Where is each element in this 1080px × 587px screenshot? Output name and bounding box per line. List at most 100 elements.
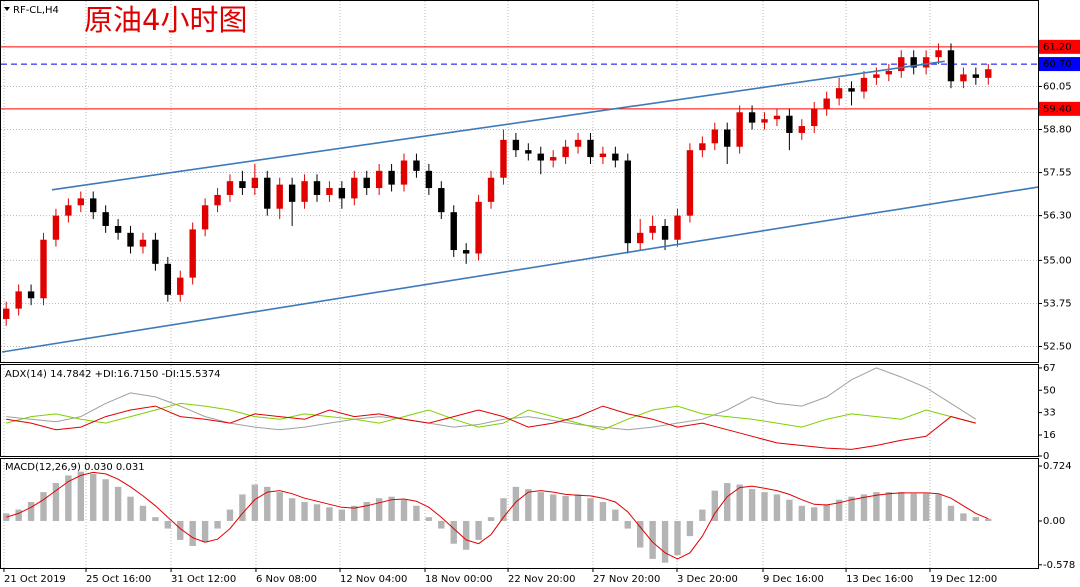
panel-frame <box>0 364 1039 457</box>
candle-body <box>375 170 383 189</box>
macd-bar <box>239 494 246 521</box>
candle-body <box>52 215 60 240</box>
macd-bar <box>313 504 321 521</box>
candle-body <box>860 77 868 92</box>
macd-bar <box>251 484 259 521</box>
candle-body <box>77 198 85 206</box>
candle-body <box>562 146 569 158</box>
y-tick-label: -0.578 <box>1043 560 1075 571</box>
candle-body <box>649 225 656 233</box>
macd-bar <box>27 502 35 521</box>
macd-bar <box>972 517 980 521</box>
macd-bar <box>177 520 184 540</box>
candle-body <box>699 143 706 151</box>
macd-bar <box>947 505 955 521</box>
macd-bar <box>425 517 433 521</box>
macd-bar <box>699 509 706 521</box>
macd-bar <box>127 496 134 521</box>
indicator-line <box>6 405 976 450</box>
macd-bar <box>922 493 930 521</box>
macd-bar <box>114 486 122 521</box>
candle-body <box>525 150 532 154</box>
symbol-menu-arrow[interactable] <box>4 7 10 11</box>
y-tick-label: 67 <box>1043 363 1056 374</box>
y-tick-label: 58.80 <box>1043 125 1072 136</box>
candle-body <box>351 177 358 199</box>
candle-body <box>910 57 917 68</box>
macd-bar <box>587 498 594 521</box>
macd-bar <box>512 486 520 521</box>
candle-body <box>811 108 818 127</box>
x-tick-label: 19 Dec 12:00 <box>930 574 997 585</box>
x-tick-label: 22 Nov 20:00 <box>508 574 575 585</box>
candle-body <box>438 188 445 213</box>
macd-bar <box>637 520 644 548</box>
macd-bar <box>400 499 408 521</box>
x-tick-label: 27 Nov 20:00 <box>593 574 660 585</box>
price-level-tag <box>1039 57 1080 72</box>
macd-bar <box>15 509 22 521</box>
macd-bar <box>985 518 992 521</box>
macd-bar <box>748 489 756 521</box>
price-level-label: 59.40 <box>1043 104 1072 115</box>
macd-bar <box>450 520 457 544</box>
candle-body <box>686 150 694 216</box>
macd-bar <box>363 502 370 521</box>
x-tick-label: 25 Oct 16:00 <box>86 574 151 585</box>
candle-body <box>674 215 681 240</box>
trend-line <box>51 60 945 191</box>
adx-label: ADX(14) 14.7842 +DI:16.7150 -DI:15.5374 <box>5 369 221 380</box>
macd-label: MACD(12,26,9) 0.030 0.031 <box>5 462 145 473</box>
candle-body <box>773 115 781 120</box>
macd-bar <box>413 505 420 521</box>
macd-bar <box>935 494 942 521</box>
macd-bar <box>860 494 868 521</box>
candle-body <box>972 74 980 78</box>
y-tick-label: 33 <box>1043 408 1056 419</box>
candle-body <box>637 232 644 244</box>
candle-body <box>786 115 793 133</box>
candle-body <box>885 70 893 75</box>
macd-bar <box>388 496 395 521</box>
macd-bar <box>562 495 569 521</box>
candle-body <box>724 129 731 147</box>
macd-bar <box>338 509 346 521</box>
candle-body <box>922 57 930 68</box>
macd-bar <box>102 479 109 521</box>
macd-bar <box>462 520 470 550</box>
candle-body <box>935 50 942 58</box>
candle-body <box>500 139 507 178</box>
y-tick-label: 56.30 <box>1043 211 1072 222</box>
candle-body <box>748 112 756 123</box>
macd-bar <box>960 513 967 521</box>
candle-body <box>164 263 172 295</box>
macd-bar <box>537 492 544 521</box>
candle-body <box>338 188 346 199</box>
candle-body <box>288 184 296 202</box>
candle-body <box>276 184 283 209</box>
macd-bar <box>798 505 806 521</box>
macd-bar <box>475 520 482 540</box>
y-tick-label: 57.55 <box>1043 168 1072 179</box>
candle-body <box>661 225 669 240</box>
y-tick-label: 50 <box>1043 385 1056 396</box>
indicator-line <box>6 402 976 431</box>
x-tick-label: 3 Dec 20:00 <box>677 574 738 585</box>
candle-body <box>152 239 159 264</box>
candle-body <box>400 160 408 185</box>
macd-bar <box>77 471 85 521</box>
panel-frame <box>0 0 1039 363</box>
y-tick-label: 52.50 <box>1043 342 1072 353</box>
candle-body <box>65 205 72 216</box>
macd-bar <box>873 492 880 521</box>
macd-bar <box>201 520 209 543</box>
macd-bar <box>786 499 793 521</box>
macd-bar <box>773 494 781 521</box>
y-tick-label: 53.75 <box>1043 298 1072 309</box>
candle-body <box>388 170 395 185</box>
macd-bar <box>288 498 296 521</box>
candle-body <box>313 181 321 195</box>
macd-bar <box>711 490 718 521</box>
macd-bar <box>549 494 557 521</box>
macd-bar <box>226 509 234 521</box>
